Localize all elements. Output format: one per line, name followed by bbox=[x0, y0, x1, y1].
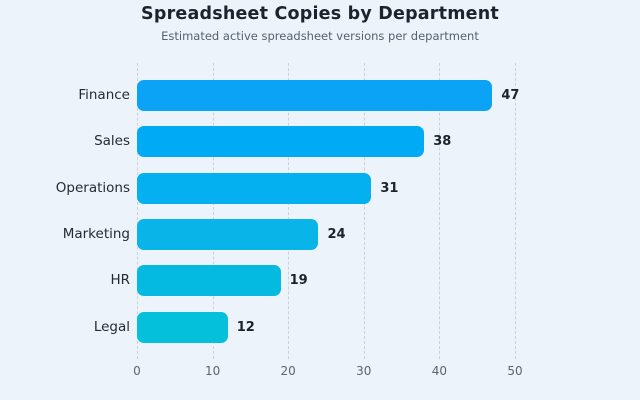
value-label-operations: 31 bbox=[380, 180, 399, 196]
category-label-operations: Operations bbox=[55, 179, 130, 196]
category-label-finance: Finance bbox=[78, 87, 130, 103]
bar-hr bbox=[137, 265, 281, 297]
bar-finance bbox=[137, 80, 493, 111]
x-axis-tick-label: 50 bbox=[507, 364, 523, 378]
bar-operations bbox=[137, 172, 372, 204]
gridline-x-50 bbox=[515, 63, 516, 359]
value-label-marketing: 24 bbox=[327, 226, 346, 242]
x-axis-tick-label: 20 bbox=[280, 364, 296, 378]
gridline-x-20 bbox=[288, 63, 290, 359]
category-label-legal: Legal bbox=[93, 318, 130, 335]
bar-sales bbox=[137, 126, 425, 158]
value-label-hr: 19 bbox=[289, 273, 308, 289]
chart-subtitle: Estimated active spreadsheet versions pe… bbox=[161, 29, 479, 43]
gridline-x-0 bbox=[137, 63, 138, 359]
value-label-finance: 47 bbox=[501, 88, 520, 103]
category-label-sales: Sales bbox=[94, 133, 130, 150]
x-axis-tick-label: 10 bbox=[204, 364, 221, 378]
category-label-marketing: Marketing bbox=[62, 225, 130, 242]
gridline-x-30 bbox=[363, 63, 365, 359]
x-axis-tick-label: 30 bbox=[356, 364, 372, 378]
x-axis-tick-label: 0 bbox=[133, 364, 141, 378]
bar-legal bbox=[137, 311, 228, 343]
value-label-legal: 12 bbox=[236, 319, 255, 335]
gridline-x-40 bbox=[439, 63, 441, 359]
value-label-sales: 38 bbox=[433, 134, 452, 150]
x-axis-tick-label: 40 bbox=[431, 364, 448, 378]
category-label-hr: HR bbox=[110, 272, 130, 289]
gridline-x-10 bbox=[212, 63, 214, 359]
bar-marketing bbox=[137, 218, 319, 250]
chart-title: Spreadsheet Copies by Department bbox=[141, 4, 499, 24]
